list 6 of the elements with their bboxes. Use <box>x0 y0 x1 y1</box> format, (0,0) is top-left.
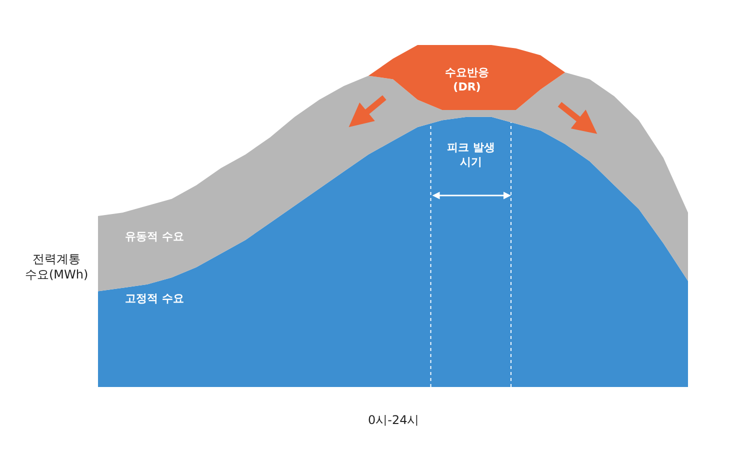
annotation: 고정적 수요 <box>125 292 184 305</box>
annotation: 수요반응 (DR) <box>445 66 489 94</box>
x-axis-title: 0시-24시 <box>368 413 420 427</box>
y-axis-title: 전력계통 수요(MWh) <box>25 252 88 282</box>
annotation: 피크 발생 시기 <box>447 141 495 168</box>
annotation: 유동적 수요 <box>125 230 184 243</box>
